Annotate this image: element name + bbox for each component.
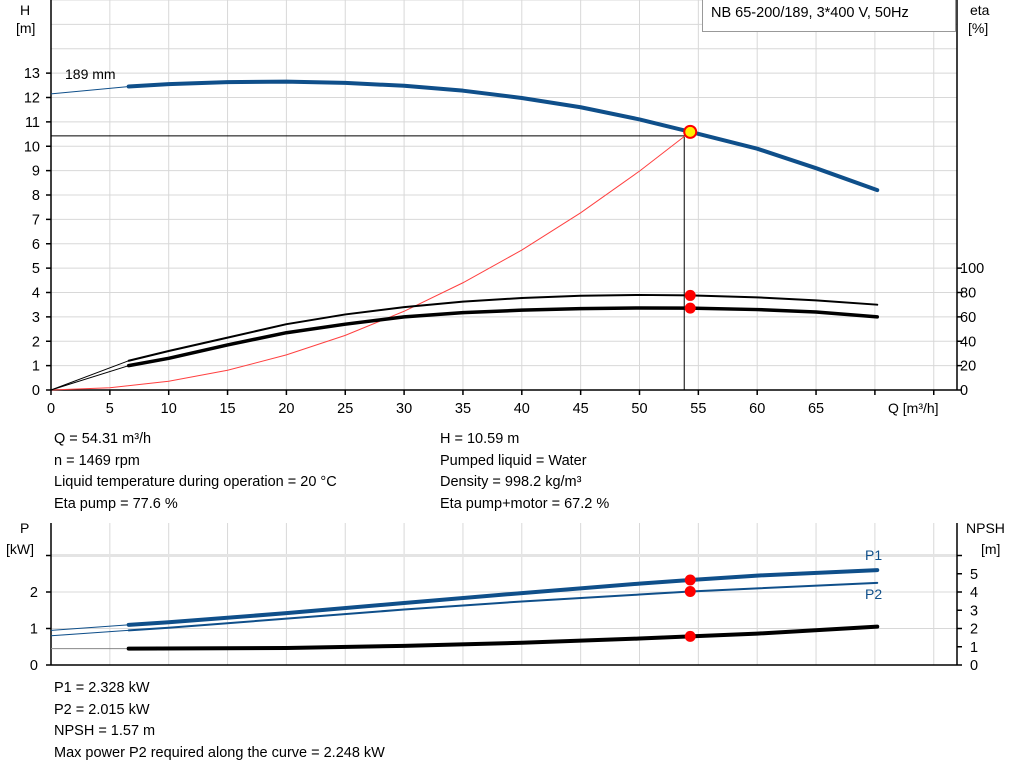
info-p2: P2 = 2.015 kW: [54, 701, 150, 718]
eta-pump-motor-curve: [126, 306, 880, 368]
h-tick-label: 6: [32, 237, 40, 253]
npsh-tick-label: 3: [970, 603, 978, 619]
npsh-tick-label: 4: [970, 585, 978, 601]
eta-pump-curve: [127, 293, 879, 362]
p2-curve-extrapolated: [50, 629, 129, 637]
eta-pump-marker: [684, 289, 696, 301]
p2-series-label: P2: [865, 586, 883, 602]
p-tick-label: 1: [30, 622, 38, 638]
head-curve: [126, 79, 880, 193]
q-tick-label: 60: [749, 401, 765, 417]
h-tick-label: 8: [32, 188, 40, 204]
q-tick-label: 35: [455, 401, 471, 417]
info-flow: Q = 54.31 m³/h: [54, 431, 152, 447]
operating-point-marker: [683, 124, 698, 139]
eta-tick-label: 100: [960, 261, 984, 277]
p-tick-label: 0: [30, 658, 38, 674]
h-axis-title: H: [20, 2, 31, 18]
head-curve-extrapolated: [50, 86, 129, 95]
npsh-tick-label: 5: [970, 567, 978, 583]
q-tick-label: 0: [47, 401, 55, 417]
info-eta-pump: Eta pump = 77.6 %: [54, 495, 178, 512]
eta-pump-curve-extrapolated: [50, 360, 129, 391]
q-tick-label: 55: [690, 401, 706, 417]
info-bottom: P1 = 2.328 kW P2 = 2.015 kW NPSH = 1.57 …: [54, 678, 385, 764]
q-tick-label: 65: [808, 401, 824, 417]
h-tick-label: 12: [24, 91, 40, 107]
h-tick-label: 10: [24, 139, 40, 155]
q-axis-title: Q [m³/h]: [888, 400, 939, 416]
eta-tick-label: 80: [960, 286, 976, 302]
p2-curve: [127, 581, 879, 632]
h-tick-label: 5: [32, 261, 40, 277]
info-p1: P1 = 2.328 kW: [54, 680, 150, 696]
h-axis-unit: [m]: [16, 20, 36, 36]
info-npsh: NPSH = 1.57 m: [54, 723, 156, 739]
npsh-tick-label: 0: [970, 658, 978, 674]
p-tick-label: 2: [30, 585, 38, 601]
h-tick-label: 13: [24, 66, 40, 82]
q-tick-label: 40: [514, 401, 530, 417]
h-tick-label: 7: [32, 212, 40, 228]
info-top-left: Q = 54.31 m³/h n = 1469 rpm Liquid tempe…: [54, 429, 337, 515]
h-tick-label: 0: [32, 383, 40, 399]
info-eta-pump-motor: Eta pump+motor = 67.2 %: [440, 495, 610, 512]
pump-model-legend: NB 65-200/189, 3*400 V, 50Hz: [702, 0, 956, 32]
eta-tick-label: 20: [960, 359, 976, 375]
info-temperature: Liquid temperature during operation = 20…: [54, 474, 337, 490]
npsh-tick-label: 2: [970, 622, 978, 638]
p2-marker: [684, 585, 696, 597]
h-tick-label: 11: [25, 115, 40, 131]
q-tick-label: 15: [219, 401, 235, 417]
info-speed: n = 1469 rpm: [54, 452, 140, 469]
info-top-right: H = 10.59 m Pumped liquid = Water Densit…: [440, 429, 609, 515]
eta-tick-label: 40: [960, 334, 976, 350]
h-tick-label: 4: [32, 286, 40, 302]
info-head: H = 10.59 m: [440, 431, 520, 447]
h-tick-label: 9: [32, 164, 40, 180]
npsh-tick-label: 1: [970, 640, 978, 656]
npsh-axis-title: NPSH: [966, 520, 1005, 536]
system-curve: [50, 131, 691, 391]
p-axis-title: P: [20, 520, 30, 536]
eta-pump-motor-curve-extrapolated: [50, 365, 129, 391]
eta-axis-unit: [%]: [968, 20, 989, 36]
q-tick-label: 45: [573, 401, 589, 417]
npsh-curve: [126, 624, 880, 651]
p1-curve-extrapolated: [50, 624, 129, 631]
h-tick-label: 3: [32, 310, 40, 326]
info-liquid: Pumped liquid = Water: [440, 452, 587, 469]
eta-axis-title: eta: [970, 2, 990, 18]
impeller-diameter-label: 189 mm: [65, 66, 116, 82]
eta-tick-label: 60: [960, 310, 976, 326]
npsh-axis-unit: [m]: [981, 541, 1001, 557]
q-tick-label: 50: [631, 401, 647, 417]
npsh-marker: [684, 630, 696, 642]
info-max-power: Max power P2 required along the curve = …: [54, 744, 385, 761]
eta-tick-label: 0: [960, 383, 968, 399]
q-tick-label: 5: [106, 401, 114, 417]
h-tick-label: 1: [32, 359, 40, 375]
p1-marker: [684, 574, 696, 586]
q-tick-label: 25: [337, 401, 353, 417]
q-tick-label: 20: [278, 401, 294, 417]
q-tick-label: 30: [396, 401, 412, 417]
h-tick-label: 2: [32, 334, 40, 350]
p-axis-unit: [kW]: [6, 541, 34, 557]
p1-series-label: P1: [865, 547, 883, 563]
p1-curve: [126, 568, 880, 627]
eta-pump-motor-marker: [684, 302, 696, 314]
q-tick-label: 10: [161, 401, 177, 417]
info-density: Density = 998.2 kg/m³: [440, 474, 582, 490]
